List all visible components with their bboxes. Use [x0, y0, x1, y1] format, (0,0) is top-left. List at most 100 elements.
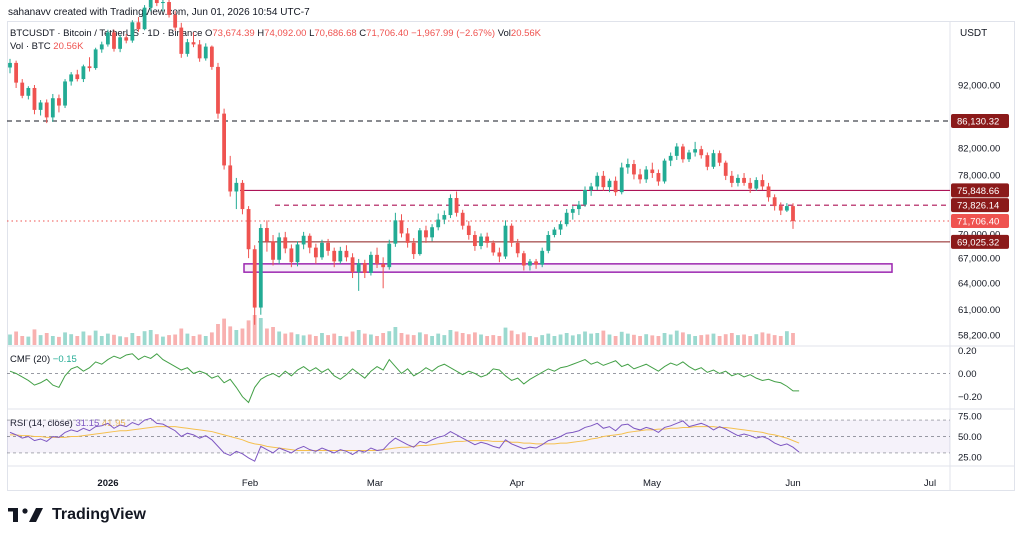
volume-bar [173, 334, 178, 345]
candle-body [222, 113, 226, 166]
price-level-tag-label: 71,706.40 [957, 217, 999, 228]
candle-body [638, 174, 642, 180]
candle-body [662, 160, 667, 182]
candle-body [729, 175, 734, 183]
high-label: H [257, 28, 265, 39]
volume-bar [295, 334, 300, 345]
volume-bar [613, 336, 618, 345]
volume-bar [75, 336, 80, 345]
candle-body [705, 155, 710, 167]
volume-bar [784, 331, 789, 345]
low-value: 70,686.68 [314, 28, 357, 39]
candle-body [534, 261, 538, 265]
candle-body [540, 250, 545, 265]
volume-bar [289, 332, 294, 345]
cmf-legend[interactable]: CMF (20) −0.15 [10, 354, 77, 365]
price-tick-label: 92,000.00 [958, 81, 1000, 92]
candle-body [173, 14, 178, 28]
volume-bar [791, 333, 795, 345]
volume-bar [693, 336, 698, 345]
volume-bar [154, 334, 159, 345]
volume-bar [430, 336, 434, 345]
volume-bar [674, 330, 679, 345]
volume-bar [736, 335, 740, 345]
volume-bar [729, 333, 734, 345]
cmf-legend-label: CMF (20) [10, 354, 51, 365]
candle-body [546, 234, 551, 251]
candle-body [148, 0, 153, 8]
volume-legend-label: Vol · BTC [10, 41, 51, 52]
candle-body [466, 225, 471, 235]
candle-body [668, 155, 673, 161]
volume-bar [528, 336, 532, 345]
open-label: O [205, 28, 213, 39]
volume-bar [485, 336, 490, 345]
candle-body [142, 7, 147, 30]
volume-bar [601, 330, 606, 345]
volume-bar [57, 336, 61, 345]
cmf-tick-label: 0.20 [958, 346, 977, 357]
candle-body [405, 233, 410, 243]
candle-body [87, 66, 92, 69]
candle-body [289, 248, 294, 263]
volume-bar [209, 332, 214, 345]
volume-bar [320, 333, 324, 345]
volume-bar [656, 336, 661, 345]
volume-bar [344, 336, 349, 345]
candle-body [381, 263, 386, 268]
volume-bar [301, 335, 306, 345]
high-value: 74,092.00 [264, 28, 307, 39]
rsi-legend[interactable]: RSI (14, close) 31.15 41.95 [10, 418, 126, 429]
candle-body [234, 182, 239, 192]
candle-body [136, 22, 141, 30]
volume-bar [265, 328, 269, 345]
volume-bar [338, 336, 343, 345]
volume-bar [668, 334, 673, 345]
candle-body [124, 37, 129, 41]
candle-body [784, 206, 789, 211]
candle-body [442, 215, 447, 220]
volume-bar [228, 326, 233, 345]
tradingview-brand[interactable]: TradingView [8, 506, 146, 524]
candle-body [265, 228, 269, 242]
volume-bar [332, 333, 337, 345]
volume-bar [20, 336, 25, 345]
volume-bar [326, 335, 330, 345]
candle-body [736, 177, 740, 183]
volume-bar [632, 334, 636, 345]
volume-bar [436, 333, 441, 345]
volume-bar [503, 327, 508, 345]
volume-bar [405, 334, 410, 345]
candle-body [436, 219, 441, 228]
price-level-tag [951, 214, 1009, 229]
volume-bar [375, 336, 379, 345]
volume-bar [387, 331, 392, 345]
vol-label: Vol [497, 28, 511, 39]
volume-bar [754, 334, 759, 345]
volume-bar [448, 330, 453, 345]
candle-body [313, 247, 318, 258]
price-level-tag-label: 73,826.14 [957, 201, 999, 212]
cmf-line [9, 353, 800, 404]
rsi-tick-label: 25.00 [958, 453, 982, 464]
volume-bar [252, 315, 257, 345]
candle-body [503, 225, 508, 257]
volume-legend[interactable]: Vol · BTC 20.56K [10, 41, 83, 52]
candle-body [338, 250, 343, 262]
rsi-tick-label: 50.00 [958, 432, 982, 443]
volume-bar [595, 333, 600, 345]
candle-body [307, 235, 312, 248]
volume-legend-value: 20.56K [53, 41, 84, 52]
x-tick-label: Jul [924, 478, 936, 489]
price-tick-label: 67,000.00 [958, 254, 1000, 265]
volume-bar [717, 336, 722, 345]
volume-bar [81, 331, 86, 345]
candle-body [417, 230, 422, 255]
volume-bar [112, 334, 116, 345]
volume-bar [240, 328, 245, 345]
candle-body [448, 197, 453, 216]
candle-body [161, 2, 165, 4]
candle-body [167, 2, 171, 15]
candle-body [301, 235, 306, 245]
